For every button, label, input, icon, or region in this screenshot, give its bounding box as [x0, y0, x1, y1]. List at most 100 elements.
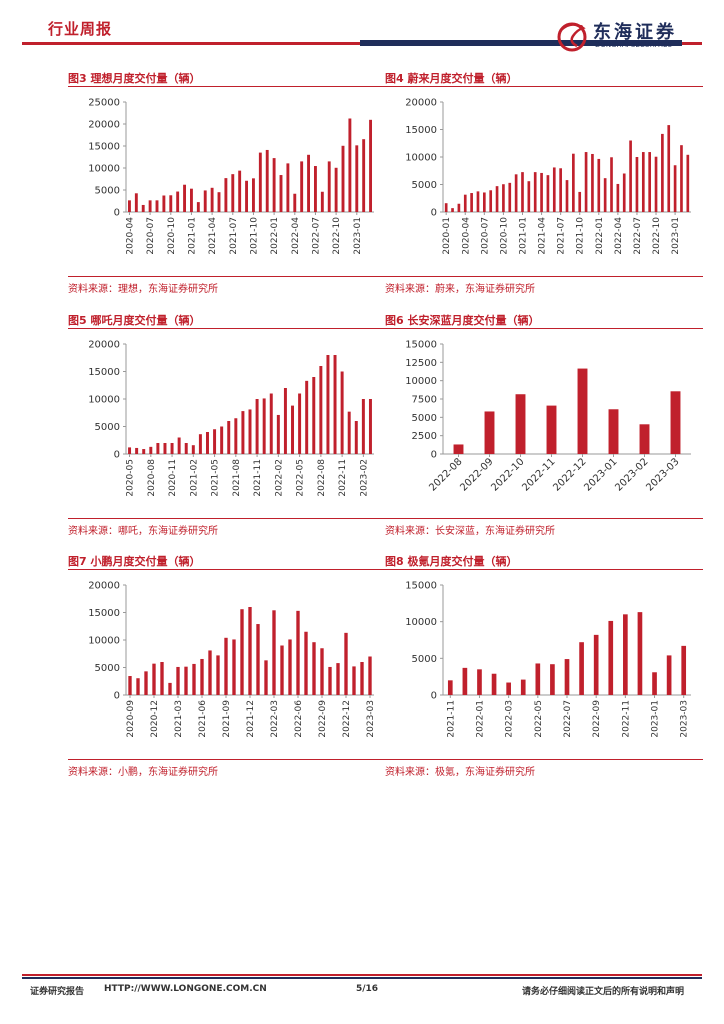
- x-tick-label: 2022-05: [534, 700, 544, 738]
- bar: [313, 166, 317, 212]
- x-tick-label: 2021-01: [187, 217, 197, 255]
- bar: [572, 153, 575, 212]
- x-tick-label: 2021-05: [211, 459, 221, 497]
- bar: [168, 682, 172, 695]
- y-tick-label: 20000: [88, 581, 120, 592]
- bar: [258, 152, 262, 212]
- x-tick-label: 2023-01: [582, 456, 619, 493]
- bar: [680, 145, 683, 212]
- source-rule: [68, 276, 386, 277]
- x-tick-label: 2022-01: [595, 217, 605, 255]
- x-tick-label: 2021-02: [189, 459, 199, 497]
- x-tick-label: 2020-09: [126, 700, 136, 738]
- x-tick-label: 2023-01: [671, 217, 681, 255]
- bar: [540, 172, 543, 212]
- header-divider-accent: [360, 40, 682, 46]
- bar: [134, 193, 138, 212]
- dragon-logo-icon: [557, 22, 587, 52]
- x-tick-label: 2022-01: [270, 217, 280, 255]
- x-tick-label: 2020-08: [147, 459, 157, 497]
- bar: [144, 671, 148, 695]
- y-tick-label: 5000: [412, 180, 437, 191]
- figure-title: 图6 长安深蓝月度交付量（辆）: [385, 314, 540, 327]
- x-tick-label: 2021-04: [538, 217, 548, 255]
- x-tick-label: 2022-12: [551, 456, 588, 493]
- x-tick-label: 2021-07: [557, 217, 567, 255]
- bar: [142, 449, 146, 454]
- figure-title: 图5 哪吒月度交付量（辆）: [68, 314, 201, 327]
- bar: [280, 645, 284, 695]
- bar: [610, 157, 613, 212]
- bar: [248, 607, 252, 695]
- x-tick-label: 2022-10: [332, 217, 342, 255]
- y-tick-label: 5000: [412, 413, 437, 424]
- bar: [484, 411, 495, 454]
- x-tick-label: 2020-04: [125, 217, 135, 255]
- bar: [635, 157, 639, 212]
- figure-source: 资料来源：理想，东海证券研究所: [68, 284, 218, 295]
- bar: [673, 165, 677, 212]
- bar: [648, 152, 652, 212]
- title-rule: [68, 569, 386, 570]
- figure-4-panel: 图4 蔚来月度交付量（辆） 0 5000 10000 15000 20000 2020-0…: [385, 70, 703, 295]
- figure-title: 图8 极氪月度交付量（辆）: [385, 555, 518, 568]
- source-rule: [68, 518, 386, 519]
- bar: [639, 424, 650, 454]
- bar: [198, 434, 202, 454]
- bar: [227, 421, 231, 454]
- bar: [444, 203, 448, 212]
- bar: [667, 125, 671, 212]
- x-tick-label: 2022-03: [270, 700, 280, 738]
- x-tick-label: 2022-09: [318, 700, 328, 738]
- bar: [361, 399, 365, 454]
- x-tick-label: 2021-10: [576, 217, 586, 255]
- bar: [262, 398, 266, 454]
- x-tick-label: 2022-09: [458, 456, 495, 493]
- bar: [177, 437, 181, 454]
- figure-title: 图3 理想月度交付量（辆）: [68, 72, 201, 85]
- title-rule: [68, 86, 386, 87]
- bar: [369, 119, 373, 212]
- bar: [502, 184, 505, 212]
- bar: [169, 195, 173, 212]
- bar: [453, 444, 464, 454]
- source-rule: [385, 759, 703, 760]
- website-link[interactable]: HTTP://WWW.LONGONE.COM.CN: [104, 984, 267, 994]
- bar: [333, 355, 337, 454]
- y-tick-label: 15000: [88, 608, 120, 619]
- y-tick-label: 20000: [405, 98, 437, 109]
- bar: [686, 154, 690, 212]
- bar: [355, 145, 359, 212]
- x-tick-label: 2021-10: [249, 217, 259, 255]
- bar: [565, 180, 569, 212]
- x-tick-label: 2022-01: [475, 700, 485, 738]
- bar: [506, 682, 511, 695]
- bar: [245, 180, 249, 212]
- company-logo: 东海证券 DONGHAI SECURITIES: [555, 18, 705, 58]
- bar: [251, 178, 255, 212]
- figure-8-panel: 图8 极氪月度交付量（辆） 0 5000 10000 15000 2021-11 2022…: [385, 553, 703, 778]
- bar: [362, 139, 366, 212]
- x-tick-label: 2022-06: [294, 700, 304, 738]
- bar: [629, 140, 632, 212]
- y-tick-label: 20000: [88, 120, 120, 131]
- bar: [216, 655, 220, 695]
- bar: [208, 650, 212, 695]
- x-tick-label: 2023-01: [651, 700, 661, 738]
- bar: [344, 632, 348, 695]
- bar: [354, 421, 358, 454]
- bar: [341, 145, 345, 212]
- bar: [334, 167, 338, 212]
- bar: [248, 409, 252, 454]
- x-tick-label: 2021-11: [253, 459, 263, 497]
- chart-xpeng: 0 5000 10000 15000 20000 2020-09 2020-12 2021-0…: [88, 581, 376, 738]
- bar: [127, 200, 131, 212]
- bar: [347, 411, 351, 454]
- x-tick-label: 2020-04: [461, 217, 471, 255]
- bar: [293, 193, 297, 212]
- x-tick-label: 2021-11: [446, 700, 456, 738]
- y-tick-label: 10000: [88, 395, 120, 406]
- bar: [291, 405, 295, 454]
- x-tick-label: 2020-07: [146, 217, 156, 255]
- bar: [163, 443, 167, 454]
